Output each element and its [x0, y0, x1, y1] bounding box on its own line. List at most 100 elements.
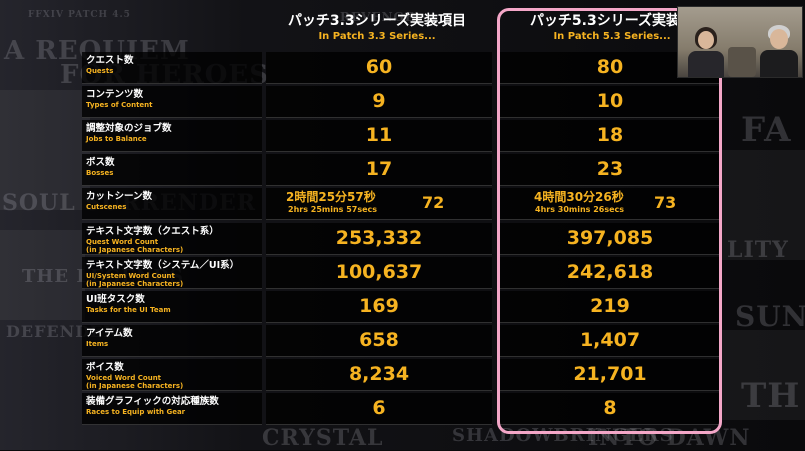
label-en-line: Bosses [86, 169, 114, 178]
value-cell-3-3: 11 [266, 120, 492, 153]
presenter-left [686, 21, 726, 77]
cutscene-time-en: 2hrs 25mins 57secs [288, 205, 378, 215]
label-en: Races to Equip with Gear [86, 408, 185, 416]
value-cell-3-3: 9 [266, 86, 492, 119]
label-en-line: (in Japanese Characters) [86, 245, 184, 254]
label-en: Items [86, 340, 108, 348]
label-jp: アイテム数 [86, 327, 133, 339]
value-cell-5-3: 23 [499, 154, 721, 187]
value-5-3: 1,407 [579, 328, 641, 351]
value-3-3: 658 [359, 328, 399, 351]
background-title-text: CRYSTAL [262, 425, 384, 451]
label-en-line: (in Japanese Characters) [86, 381, 184, 390]
cutscene-cell-3-3: 2時間25分57秒 2hrs 25mins 57secs 72 [266, 188, 492, 221]
row-label: アイテム数 Items [82, 324, 262, 357]
background-title-text: INTO DAWN [588, 425, 751, 451]
background-title-text: REVENGE [340, 10, 415, 24]
header-en: In Patch 5.3 Series... [553, 31, 671, 42]
background-title-text: LITY [727, 237, 789, 263]
value-3-3: 17 [365, 158, 393, 181]
value-cell-3-3: 169 [266, 290, 492, 323]
value-cell-3-3: 17 [266, 154, 492, 187]
patch-5-3-highlight-frame [497, 8, 722, 434]
label-jp: 調整対象のジョブ数 [86, 123, 172, 135]
table-row: UI班タスク数 Tasks for the UI Team 169 219 [0, 290, 805, 323]
label-jp: クエスト数 [86, 55, 134, 66]
label-jp: テキスト文字数（システム／UI系） [86, 259, 240, 271]
row-label: UI班タスク数 Tasks for the UI Team [82, 290, 262, 323]
row-label: カットシーン数 Cutscenes [82, 188, 262, 221]
background-image-tile [0, 230, 85, 320]
table-row: コンテンツ数 Types of Content 9 10 [0, 86, 805, 119]
value-cell-5-3: 10 [499, 86, 721, 119]
value-3-3: 100,637 [335, 260, 423, 283]
label-en-line: (in Japanese Characters) [86, 279, 184, 288]
background-image-tile [720, 330, 805, 420]
row-label: ボイス数 Voiced Word Count (in Japanese Charac… [82, 358, 262, 391]
table-row: テキスト文字数（システム／UI系） UI/System Word Count (in… [0, 256, 805, 289]
value-cell-5-3: 219 [499, 290, 721, 323]
label-en-line: Voiced Word Count [86, 373, 162, 382]
background-title-text: FA [741, 110, 792, 150]
label-en: Cutscenes [86, 203, 126, 211]
value-3-3: 6 [372, 397, 386, 419]
label-jp: ボス数 [86, 157, 115, 169]
chair [728, 47, 756, 77]
value-cell-3-3: 100,637 [266, 256, 492, 289]
label-jp: UI班タスク数 [86, 293, 145, 305]
row-label: テキスト文字数（システム／UI系） UI/System Word Count (in… [82, 256, 262, 289]
value-cell-5-3: 18 [499, 120, 721, 153]
label-en-line: Jobs to Balance [86, 135, 147, 144]
webcam-overlay [677, 6, 803, 78]
value-3-3: 60 [365, 56, 393, 78]
cutscene-time-en: 4hrs 30mins 26secs [535, 205, 625, 215]
label-en: Jobs to Balance [86, 135, 147, 143]
value-cell-3-3: 253,332 [266, 222, 492, 255]
cutscene-count: 73 [654, 193, 677, 213]
value-5-3: 397,085 [566, 226, 654, 249]
label-en-line: Cutscenes [86, 203, 127, 212]
value-cell-5-3: 1,407 [499, 324, 721, 357]
header-patch-3-3: パッチ3.3シリーズ実装項目 In Patch 3.3 Series... [262, 12, 492, 44]
label-en-line: Quest Word Count [86, 237, 159, 246]
value-cell-5-3: 242,618 [499, 256, 721, 289]
value-5-3: 242,618 [566, 260, 654, 283]
table-row: 装備グラフィックの対応種族数 Races to Equip with Gear 6 8 [0, 393, 805, 425]
value-3-3: 169 [359, 294, 399, 317]
label-en: Voiced Word Count (in Japanese Characters… [86, 374, 183, 390]
label-en-line: UI/System Word Count [86, 271, 175, 280]
background-title-text: SUN [735, 300, 805, 333]
value-5-3: 21,701 [573, 362, 647, 385]
label-en-line: Quests [86, 67, 114, 75]
table-row: カットシーン数 Cutscenes 2時間25分57秒 2hrs 25mins 57s… [0, 188, 805, 221]
table-row: ボス数 Bosses 17 23 [0, 154, 805, 187]
value-5-3: 8 [603, 397, 617, 419]
table-row: テキスト文字数（クエスト系） Quest Word Count (in Japane… [0, 222, 805, 255]
value-5-3: 18 [596, 124, 624, 147]
row-label: クエスト数 Quests [82, 52, 262, 84]
label-jp: ボイス数 [86, 361, 124, 373]
value-cell-3-3: 658 [266, 324, 492, 357]
value-cell-3-3: 60 [266, 52, 492, 84]
label-en-line: Items [86, 339, 109, 348]
value-cell-5-3: 397,085 [499, 222, 721, 255]
row-label: テキスト文字数（クエスト系） Quest Word Count (in Japane… [82, 222, 262, 255]
row-label: コンテンツ数 Types of Content [82, 86, 262, 119]
label-jp: カットシーン数 [86, 191, 153, 203]
row-label: ボス数 Bosses [82, 154, 262, 187]
background-title-text: FFXIV PATCH 4.5 [28, 10, 131, 20]
label-en-line: Types of Content [86, 101, 153, 110]
background-image-tile [0, 90, 90, 210]
label-en: Quests [86, 67, 113, 75]
value-cell-3-3: 8,234 [266, 358, 492, 391]
header-jp: パッチ3.3シリーズ実装項目 [287, 13, 467, 29]
label-jp: テキスト文字数（クエスト系） [86, 225, 219, 237]
row-label: 調整対象のジョブ数 Jobs to Balance [82, 120, 262, 153]
value-3-3: 9 [372, 90, 386, 113]
label-en: Bosses [86, 169, 113, 177]
background-image-tile [720, 150, 805, 260]
value-5-3: 80 [596, 56, 624, 78]
label-en: UI/System Word Count (in Japanese Charact… [86, 272, 183, 288]
value-5-3: 23 [596, 158, 624, 181]
presenter-right [758, 19, 800, 77]
